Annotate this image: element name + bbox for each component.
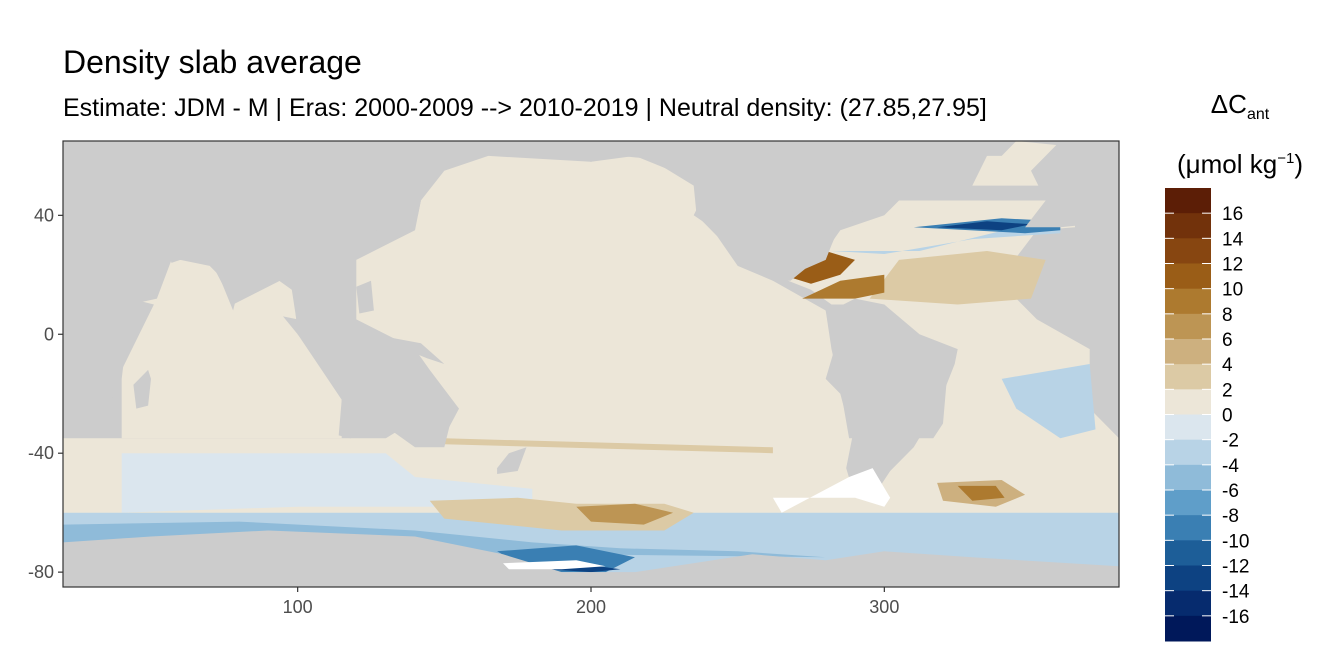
legend-swatch bbox=[1165, 263, 1211, 290]
legend-label: -2 bbox=[1222, 431, 1239, 452]
legend-label: -4 bbox=[1222, 456, 1239, 477]
legend-label: -6 bbox=[1222, 481, 1239, 502]
maritime-continent-land bbox=[283, 316, 357, 359]
legend-label: 2 bbox=[1222, 380, 1233, 401]
legend-title-variable: ΔCant bbox=[1210, 89, 1270, 123]
legend-swatch bbox=[1165, 439, 1211, 466]
legend-swatch bbox=[1165, 615, 1211, 642]
south-america-land bbox=[825, 298, 958, 498]
north-atlantic-subtropical-anomaly bbox=[869, 251, 1046, 305]
antarctica-land bbox=[63, 530, 1119, 587]
chart-title: Density slab average bbox=[63, 44, 362, 80]
legend-swatch bbox=[1165, 339, 1211, 365]
legend-title: ΔCant (μmol kg−1) bbox=[1160, 82, 1320, 186]
greenland-land bbox=[928, 141, 1017, 156]
southern-indian-anomaly bbox=[121, 453, 533, 513]
legend-swatch bbox=[1165, 540, 1211, 566]
y-tick-label: -40 bbox=[28, 443, 54, 463]
legend-label: -8 bbox=[1222, 506, 1239, 527]
legend-label: 0 bbox=[1222, 406, 1233, 427]
legend-label: 10 bbox=[1222, 280, 1243, 301]
asia-land bbox=[63, 141, 421, 332]
western-europe-land bbox=[1025, 141, 1119, 228]
legend-label: 6 bbox=[1222, 330, 1233, 351]
legend-label: 12 bbox=[1222, 255, 1243, 276]
legend-swatch bbox=[1165, 213, 1211, 239]
africa-land bbox=[63, 239, 154, 436]
new-zealand-land bbox=[497, 447, 527, 474]
madagascar-land bbox=[133, 369, 151, 409]
legend-label: 16 bbox=[1222, 204, 1243, 225]
legend-label: -16 bbox=[1222, 607, 1249, 628]
australia-land bbox=[338, 367, 454, 448]
east-atlantic-anomaly bbox=[1001, 364, 1096, 439]
legend-label: -10 bbox=[1222, 531, 1249, 552]
y-tick-label: 40 bbox=[34, 205, 54, 225]
south-atlantic-core-anomaly bbox=[957, 485, 1005, 501]
x-tick-label: 100 bbox=[283, 597, 313, 617]
legend-label: 8 bbox=[1222, 305, 1233, 326]
legend-label: -14 bbox=[1222, 582, 1250, 603]
south-pacific-band-anomaly bbox=[444, 438, 773, 454]
x-tick-label: 200 bbox=[576, 597, 606, 617]
caribbean-anomaly bbox=[802, 274, 885, 299]
north-america-land bbox=[567, 141, 908, 281]
legend-swatch bbox=[1165, 389, 1211, 415]
new-guinea-land bbox=[388, 337, 445, 364]
map-panel bbox=[63, 141, 1119, 587]
color-legend: 16 14 12 10 8 6 4 2 0 -2 -4 -6 -8 -10 -12 -14 -16 bbox=[1165, 188, 1250, 642]
legend-swatch bbox=[1165, 515, 1211, 541]
legend-label: 14 bbox=[1222, 229, 1244, 250]
y-tick-label: -80 bbox=[28, 562, 54, 582]
legend-swatch bbox=[1165, 590, 1211, 617]
y-tick-label: 0 bbox=[44, 324, 54, 344]
gulf-of-mexico-anomaly bbox=[781, 251, 855, 284]
ross-ice-gap bbox=[503, 560, 606, 570]
legend-swatch bbox=[1165, 414, 1211, 441]
legend-swatch bbox=[1165, 364, 1211, 390]
legend-swatch bbox=[1165, 490, 1211, 516]
legend-swatch bbox=[1165, 188, 1211, 214]
legend-swatch bbox=[1165, 565, 1211, 592]
legend-swatch bbox=[1165, 288, 1211, 315]
legend-title-unit: (μmol kg−1) bbox=[1177, 149, 1303, 179]
legend-label: 4 bbox=[1222, 355, 1233, 376]
x-tick-label: 300 bbox=[869, 597, 899, 617]
legend-swatch bbox=[1165, 238, 1211, 264]
drake-passage-gap bbox=[772, 468, 891, 513]
north-atlantic-blue-center bbox=[937, 221, 1031, 231]
europe-land bbox=[63, 170, 137, 201]
south-pacific-core-anomaly bbox=[576, 503, 674, 525]
indian-ocean-cell bbox=[121, 259, 342, 439]
legend-swatch bbox=[1165, 313, 1211, 340]
chart-subtitle: Estimate: JDM - M | Eras: 2000-2009 --> … bbox=[63, 94, 987, 122]
philippines-land bbox=[356, 280, 374, 314]
legend-swatch bbox=[1165, 464, 1211, 491]
legend-label: -12 bbox=[1222, 557, 1249, 578]
